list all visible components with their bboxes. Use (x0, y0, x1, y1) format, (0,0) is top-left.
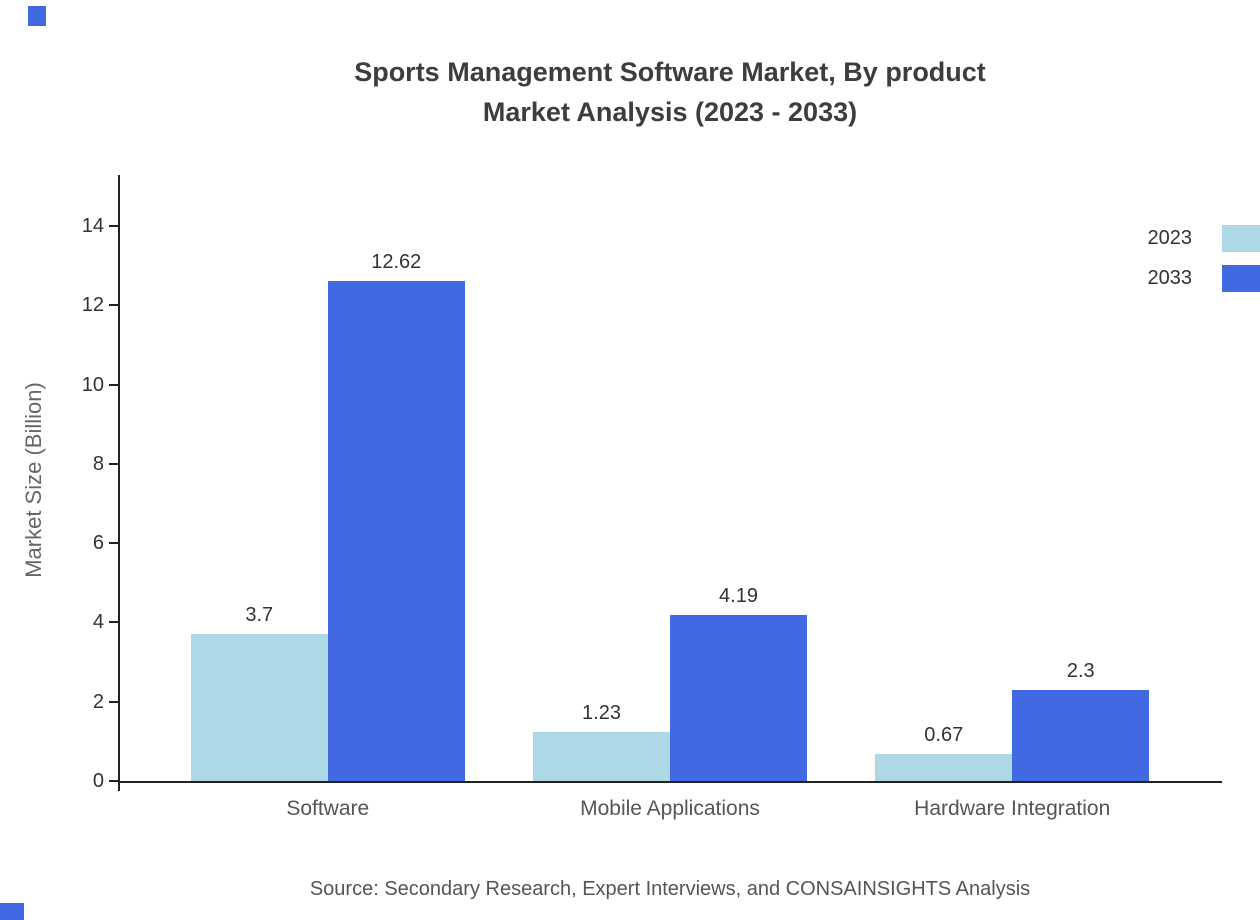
bar-2023-software (190, 634, 328, 781)
bar-2023-mobile-applications (533, 732, 670, 781)
x-axis-category-label: Mobile Applications (580, 797, 760, 820)
y-axis-tick-label: 0 (92, 770, 104, 792)
legend-item: 2023 (1140, 218, 1260, 258)
y-axis-tick (109, 780, 118, 782)
y-axis-tick (109, 700, 118, 703)
y-axis-tick (109, 462, 118, 465)
source-note: Source: Secondary Research, Expert Inter… (309, 878, 1031, 900)
y-axis-tick (109, 621, 118, 624)
bar-value-label: 2.3 (1066, 659, 1095, 682)
bar-value-label: 3.7 (245, 604, 274, 627)
y-axis-tick-label: 12 (81, 294, 104, 317)
y-axis-tick (109, 225, 118, 227)
y-axis-tick-label: 6 (92, 532, 104, 555)
legend-swatch (1222, 224, 1260, 252)
chart-title-line-2: Market Analysis (2023 - 2033) (482, 97, 858, 127)
y-axis-tick-label: 2 (92, 690, 104, 713)
legend: 2023 2033 (1140, 218, 1260, 298)
legend-item: 2033 (1140, 258, 1260, 298)
y-axis-title: Market Size (Billion) (21, 382, 46, 578)
y-axis-tick (109, 542, 118, 545)
watermark-square-top-left (28, 6, 46, 26)
y-axis-tick-label: 14 (81, 215, 104, 237)
x-axis-category-label: Software (286, 797, 370, 820)
bar-value-label: 12.62 (371, 250, 422, 273)
bar-value-label: 0.67 (924, 724, 964, 747)
y-axis-tick (109, 304, 118, 307)
plot-area: 0 2 4 6 8 10 12 14 Software 3.7 12.62 Mobile Applic… (82, 175, 1222, 820)
y-axis-tick (109, 383, 118, 386)
y-axis-tick-label: 10 (81, 373, 104, 396)
chart-title-line-1: Sports Management Software Market, By pr… (354, 57, 986, 87)
bar-value-label: 1.23 (582, 702, 621, 725)
bar-2033-hardware-integration (1012, 689, 1150, 781)
chart-title: Sports Management Software Market, By pr… (80, 52, 1260, 132)
bar-2033-software (327, 280, 465, 781)
x-axis-line (118, 781, 1222, 783)
bar-value-label: 4.19 (719, 584, 758, 607)
bar-2023-hardware-integration (875, 754, 1013, 781)
y-axis-tick-label: 4 (92, 611, 104, 634)
bar-2033-mobile-applications (670, 614, 807, 781)
legend-swatch (1222, 264, 1260, 292)
legend-label: 2023 (1147, 226, 1193, 249)
x-axis-category-label: Hardware Integration (914, 797, 1111, 820)
y-axis-line (118, 175, 120, 791)
watermark-square-bottom-left (0, 903, 24, 920)
legend-label: 2033 (1147, 266, 1193, 289)
y-axis-tick-label: 8 (92, 452, 104, 475)
